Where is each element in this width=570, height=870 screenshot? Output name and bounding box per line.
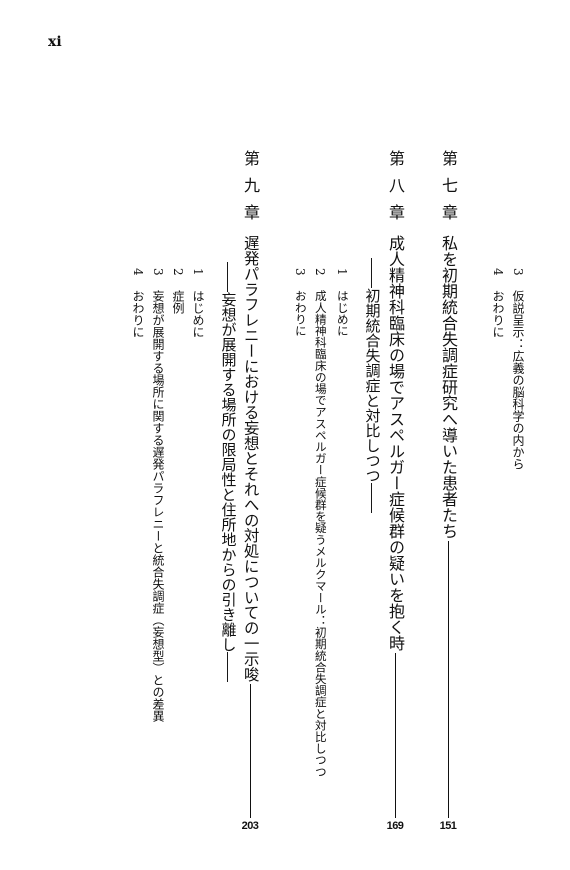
page-number: xi [48, 34, 62, 50]
section-number: 3 [151, 268, 165, 276]
chapter-title: 私を初期統合失調症研究へ導いた患者たち [439, 235, 458, 539]
section-title: おわりに [491, 290, 505, 338]
chapter-subtitle: ――妄想が展開する場所の限局性と住所地からの引き離し―― [219, 262, 238, 682]
section-title: おわりに [293, 290, 308, 337]
chapter-page: 203 [241, 820, 259, 832]
section-number: 3 [293, 268, 307, 276]
section-number: 2 [171, 268, 185, 276]
section-title: 仮説呈示：広義の脳科学の内から [511, 290, 525, 470]
section-title: はじめに [191, 290, 205, 338]
section-title: おわりに [131, 290, 145, 338]
section-number: 4 [491, 268, 505, 276]
section-number: 3 [511, 268, 525, 276]
leader-line [394, 653, 396, 818]
section-number: 1 [335, 268, 349, 276]
chapter-title: 成人精神科臨床の場でアスペルガー症候群の疑いを抱く時 [386, 235, 405, 651]
chapter-subtitle: ――初期統合失調症と対比しつつ―― [363, 258, 382, 513]
leader-line [447, 541, 449, 818]
leader-line [249, 683, 251, 818]
chapter-label: 第九章 [241, 150, 260, 231]
section-number: 2 [313, 268, 327, 276]
section-title: 妄想が展開する場所に関する遅発パラフレニーと統合失調症（妄想型）との差異 [151, 290, 165, 722]
chapter-label: 第八章 [386, 150, 405, 231]
section-number: 4 [131, 268, 145, 276]
section-title: 成人精神科臨床の場でアスペルガー症候群を疑うメルクマール：初期統合失調症と対比し… [313, 290, 328, 778]
chapter-page: 169 [386, 820, 404, 832]
section-number: 1 [191, 268, 205, 276]
section-title: 症例 [171, 290, 185, 314]
section-title: はじめに [335, 290, 350, 337]
chapter-title: 遅発パラフレニーにおける妄想とそれへの対処についての一示唆 [241, 235, 260, 682]
chapter-page: 151 [439, 820, 457, 832]
chapter-label: 第七章 [439, 150, 458, 231]
